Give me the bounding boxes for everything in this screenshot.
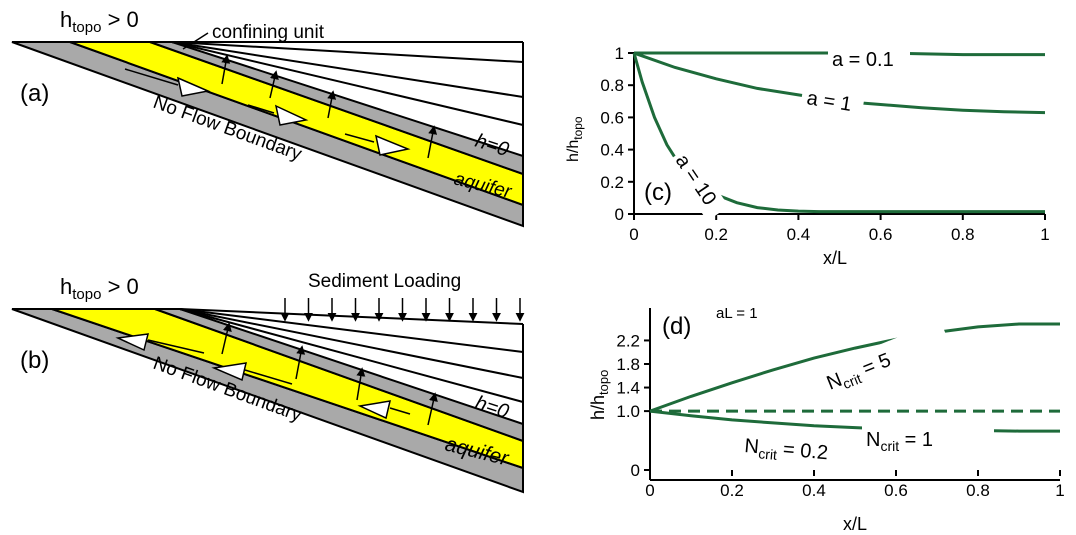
panel-label: (d): [662, 313, 691, 340]
panel-b-diagram: (b) htopo > 0 Sediment Loading No Flow B…: [11, 271, 525, 494]
panel-label: (a): [20, 80, 49, 107]
flow-arrow-icon: [357, 400, 391, 420]
y-tick-label: 0: [615, 205, 624, 224]
y-tick-label: 2.2: [616, 331, 640, 350]
y-tick-label: 0.2: [600, 173, 624, 192]
y-tick-label: 0.4: [600, 141, 624, 160]
x-tick-label: 0.4: [802, 481, 826, 500]
x-axis-label: x/L: [823, 248, 847, 268]
leakage-arrow: [427, 392, 438, 426]
head-contour: [179, 308, 524, 353]
x-tick-label: 0: [645, 481, 654, 500]
svg-text:Ncrit = 1: Ncrit = 1: [866, 429, 933, 454]
y-axis-label: h/htopo: [565, 116, 585, 162]
head-contour: [179, 308, 524, 379]
x-tick-label: 0: [629, 225, 638, 244]
panel-a-diagram: (a) htopo > 0 confining unit No Flow Bou…: [11, 7, 524, 228]
series-line: [632, 52, 1045, 214]
y-tick-label: 1.4: [616, 379, 640, 398]
x-tick-label: 1: [1055, 481, 1064, 500]
htopo-label: htopo > 0: [60, 274, 139, 303]
flow-arrow-icon: [176, 76, 211, 97]
y-tick-label: 0.8: [600, 76, 624, 95]
svg-text:Ncrit = 0.2: Ncrit = 0.2: [743, 435, 829, 467]
confining-unit-label: confining unit: [212, 22, 325, 43]
head-contour: [179, 308, 524, 403]
series-label: Ncrit = 0.2: [740, 430, 861, 469]
y-tick-label: 1.8: [616, 355, 640, 374]
x-tick-label: 0.2: [704, 225, 728, 244]
x-tick-label: 0.4: [787, 225, 811, 244]
flow-arrow-icon: [274, 104, 309, 126]
x-tick-label: 0.8: [951, 225, 975, 244]
y-tick-label: 0.6: [600, 108, 624, 127]
series-label: a = 1: [800, 80, 866, 116]
x-tick-label: 0.2: [720, 481, 744, 500]
sediment-loading-label: Sediment Loading: [308, 271, 461, 292]
y-tick-label: 1.0: [616, 402, 640, 421]
flow-arrow-icon: [211, 362, 247, 382]
series-label: Ncrit = 1: [862, 424, 994, 454]
y-tick-label: 1: [615, 44, 624, 63]
y-tick-label: 0: [631, 461, 640, 480]
flow-arrow-icon: [374, 134, 411, 156]
leakage-arrow: [356, 367, 366, 401]
x-tick-label: 1: [1040, 225, 1049, 244]
leakage-arrow: [427, 125, 438, 159]
leakage-arrow: [221, 54, 231, 85]
series-line: [649, 409, 1060, 433]
panel-label: (c): [644, 179, 672, 206]
leakage-arrow: [221, 322, 232, 355]
leakage-arrow: [269, 70, 279, 99]
svg-text:a = 0.1: a = 0.1: [832, 49, 894, 71]
flow-arrow-icon: [115, 333, 149, 352]
series-line: [649, 322, 1060, 413]
leakage-arrow: [295, 345, 306, 380]
series-label: Ncrit = 5: [817, 320, 952, 398]
sediment-loading-arrows: [280, 298, 525, 322]
head-contour: [171, 41, 524, 126]
leakage-arrow: [327, 90, 337, 119]
htopo-label: htopo > 0: [60, 7, 139, 36]
x-tick-label: 0.8: [966, 481, 990, 500]
head-contour: [171, 41, 524, 63]
series-label: a = 10: [667, 146, 729, 222]
y-axis-label: h/htopo: [588, 370, 611, 420]
chart-annotation: aL = 1: [716, 305, 758, 322]
x-tick-label: 0.6: [884, 481, 908, 500]
chart-d: 0 0.2 0.4 0.6 0.8 1 0 1.0 1.4 1.8 2.2 (d) aL = 1 x…: [588, 305, 1065, 534]
x-tick-label: 0.6: [869, 225, 893, 244]
x-axis-label: x/L: [843, 514, 867, 534]
series-label: a = 0.1: [828, 44, 910, 71]
head-contour: [171, 41, 524, 98]
chart-c: 0 0.2 0.4 0.6 0.8 1 0 0.2 0.4 0.6 0.8 1 (c) x/L h/h…: [565, 44, 1050, 268]
panel-label: (b): [20, 347, 49, 374]
